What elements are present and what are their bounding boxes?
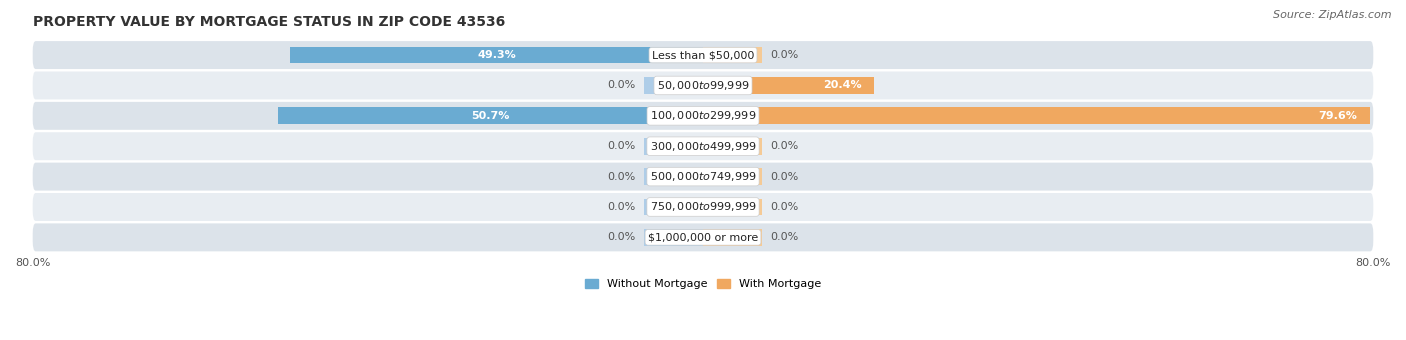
Text: 49.3%: 49.3% <box>477 50 516 60</box>
Bar <box>703 138 762 155</box>
Text: 0.0%: 0.0% <box>607 172 636 182</box>
Text: 0.0%: 0.0% <box>770 172 799 182</box>
Bar <box>703 47 762 64</box>
Text: 0.0%: 0.0% <box>770 141 799 151</box>
Text: $750,000 to $999,999: $750,000 to $999,999 <box>650 201 756 214</box>
Text: $100,000 to $299,999: $100,000 to $299,999 <box>650 109 756 122</box>
FancyBboxPatch shape <box>32 71 1374 99</box>
Text: $300,000 to $499,999: $300,000 to $499,999 <box>650 140 756 153</box>
Text: 50.7%: 50.7% <box>471 111 510 121</box>
Text: 0.0%: 0.0% <box>770 232 799 242</box>
FancyBboxPatch shape <box>32 132 1374 160</box>
Legend: Without Mortgage, With Mortgage: Without Mortgage, With Mortgage <box>581 274 825 294</box>
FancyBboxPatch shape <box>32 102 1374 130</box>
Bar <box>644 199 703 215</box>
Bar <box>703 229 762 246</box>
Text: $1,000,000 or more: $1,000,000 or more <box>648 232 758 242</box>
Bar <box>290 47 703 64</box>
Bar <box>703 199 762 215</box>
Text: Source: ZipAtlas.com: Source: ZipAtlas.com <box>1274 10 1392 20</box>
Bar <box>644 229 703 246</box>
Bar <box>703 107 1369 124</box>
Text: 0.0%: 0.0% <box>770 50 799 60</box>
Text: 0.0%: 0.0% <box>607 232 636 242</box>
Bar <box>644 77 703 94</box>
Bar <box>703 77 875 94</box>
FancyBboxPatch shape <box>32 163 1374 191</box>
FancyBboxPatch shape <box>32 193 1374 221</box>
Bar <box>644 168 703 185</box>
Bar <box>644 138 703 155</box>
Text: $50,000 to $99,999: $50,000 to $99,999 <box>657 79 749 92</box>
Bar <box>278 107 703 124</box>
Text: Less than $50,000: Less than $50,000 <box>652 50 754 60</box>
FancyBboxPatch shape <box>32 41 1374 69</box>
Text: 0.0%: 0.0% <box>607 81 636 90</box>
Text: 0.0%: 0.0% <box>770 202 799 212</box>
Bar <box>703 168 762 185</box>
Text: 0.0%: 0.0% <box>607 141 636 151</box>
Text: 79.6%: 79.6% <box>1319 111 1357 121</box>
Text: PROPERTY VALUE BY MORTGAGE STATUS IN ZIP CODE 43536: PROPERTY VALUE BY MORTGAGE STATUS IN ZIP… <box>32 15 505 29</box>
Text: 20.4%: 20.4% <box>823 81 862 90</box>
Text: $500,000 to $749,999: $500,000 to $749,999 <box>650 170 756 183</box>
Text: 0.0%: 0.0% <box>607 202 636 212</box>
FancyBboxPatch shape <box>32 223 1374 251</box>
